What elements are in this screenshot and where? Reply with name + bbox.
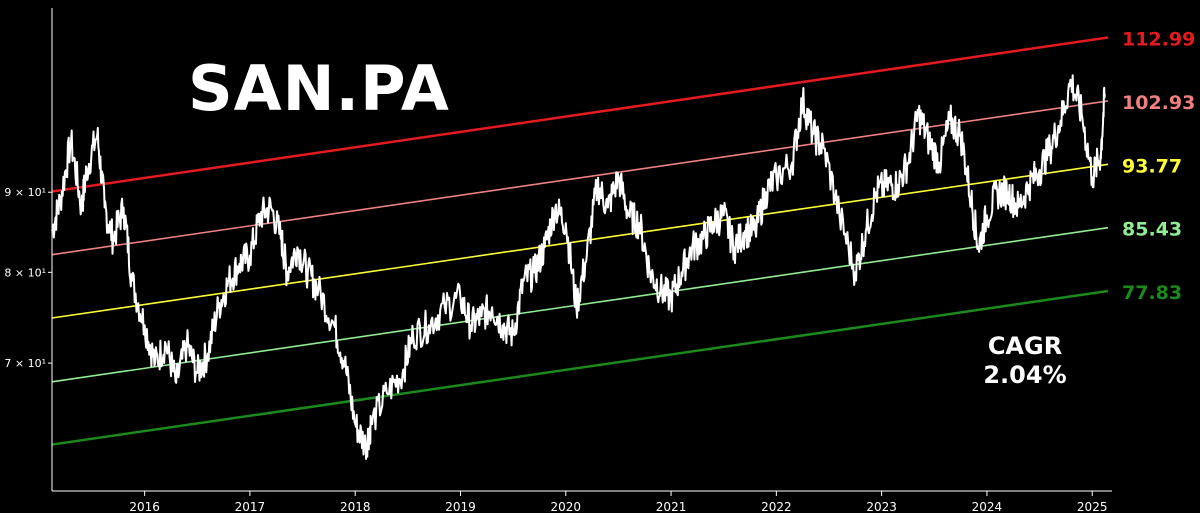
y-axis: 7 × 10¹ 8 × 10¹ 9 × 10¹ (4, 8, 53, 491)
cagr-label: CAGR (987, 332, 1063, 360)
x-tick-label-2019: 2019 (445, 500, 476, 513)
x-tick-label-2022: 2022 (761, 500, 792, 513)
x-tick-label-2016: 2016 (129, 500, 160, 513)
chart-title: SAN.PA (188, 52, 450, 125)
channel-label-102.93: 102.93 (1122, 92, 1195, 114)
channel-line-77.83 (51, 289, 1109, 446)
channel-label-112.99: 112.99 (1122, 29, 1195, 51)
channel-label-85.43: 85.43 (1122, 219, 1182, 241)
channel-label-93.77: 93.77 (1122, 155, 1182, 177)
x-tick-label-2021: 2021 (656, 500, 687, 513)
channel-line-112.99 (51, 36, 1109, 193)
regression-channel-lines (51, 36, 1109, 446)
y-tick-label-80: 8 × 10¹ (4, 266, 46, 279)
x-tick-label-2025: 2025 (1077, 500, 1108, 513)
y-tick-label-70: 7 × 10¹ (4, 357, 46, 370)
channel-line-102.93 (51, 100, 1109, 256)
cagr-annotation: CAGR 2.04% (960, 332, 1090, 390)
x-tick-label-2017: 2017 (235, 500, 266, 513)
channel-line-85.43 (51, 226, 1109, 383)
x-tick-label-2023: 2023 (866, 500, 897, 513)
y-tick-label-90: 9 × 10¹ (4, 186, 46, 199)
cagr-value: 2.04% (983, 361, 1067, 389)
x-tick-label-2018: 2018 (340, 500, 371, 513)
x-axis: 2016 2017 2018 2019 2020 2021 2022 2023 2024 2025 (52, 490, 1112, 513)
x-tick-label-2024: 2024 (972, 500, 1003, 513)
x-tick-label-2020: 2020 (551, 500, 582, 513)
channel-line-93.77 (51, 163, 1109, 319)
channel-label-77.83: 77.83 (1122, 282, 1182, 304)
channel-end-labels: 112.99 102.93 93.77 85.43 77.83 (1122, 29, 1195, 305)
price-series-line (51, 74, 1106, 460)
